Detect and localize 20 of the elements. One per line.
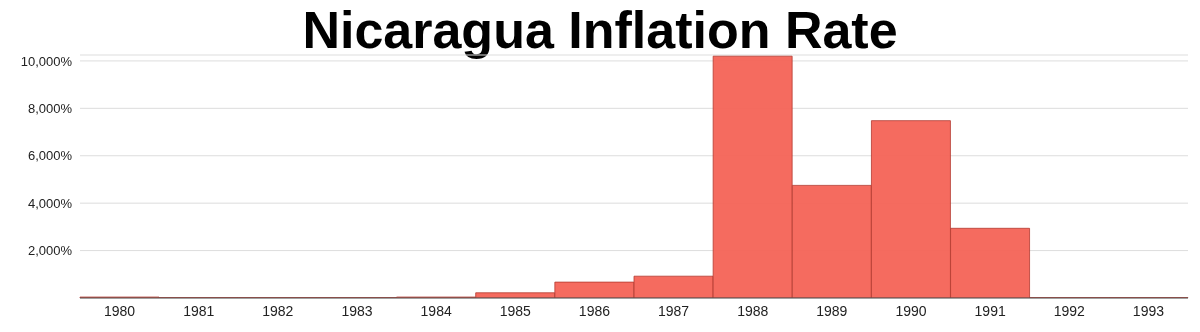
x-tick-label: 1991	[974, 302, 1006, 319]
x-tick-label: 1980	[103, 302, 136, 319]
x-tick-label: 1988	[737, 302, 769, 319]
y-tick-label: 8,000%	[27, 100, 73, 116]
x-tick-label: 1987	[657, 302, 690, 319]
x-tick-label: 1985	[499, 302, 532, 319]
x-tick-label: 1983	[341, 302, 373, 319]
x-tick-label: 1982	[262, 302, 294, 319]
x-tick-label: 1986	[578, 302, 611, 319]
y-tick-label: 10,000%	[20, 53, 73, 69]
x-tick-label: 1984	[420, 302, 452, 319]
x-tick-label: 1981	[183, 302, 215, 319]
y-tick-label: 4,000%	[27, 195, 73, 211]
chart-title: Nicaragua Inflation Rate	[302, 1, 898, 59]
x-tick-label: 1990	[895, 302, 927, 319]
x-tick-label: 1992	[1053, 302, 1086, 319]
y-tick-label: 6,000%	[27, 148, 73, 164]
x-tick-label: 1993	[1132, 302, 1165, 319]
x-tick-label: 1989	[816, 302, 848, 319]
y-tick-label: 2,000%	[27, 243, 73, 259]
